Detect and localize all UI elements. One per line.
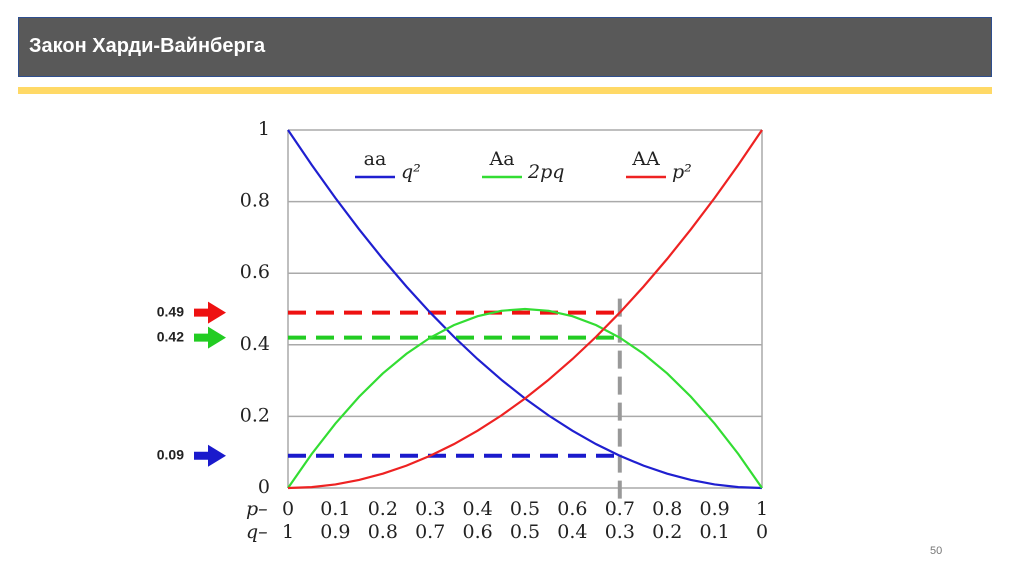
y-tick-label: 0.8	[240, 190, 270, 212]
annotation-label: 0.49	[157, 303, 184, 319]
legend-name: Aa	[488, 148, 514, 170]
accent-stripe	[18, 87, 992, 94]
series-line	[287, 129, 763, 490]
x-axis-label: p–	[246, 498, 268, 520]
x-tick-label: 1	[756, 498, 768, 520]
x-tick-label: 0.1	[320, 498, 350, 520]
x2-tick-label: 0.5	[510, 521, 540, 543]
slide-title: Закон Харди-Вайнберга	[29, 35, 266, 57]
x2-tick-label: 0.2	[652, 521, 682, 543]
x-tick-label: 0.7	[605, 498, 635, 520]
x-tick-label: 0.5	[510, 498, 540, 520]
series-line	[287, 307, 763, 489]
legend-formula: p²	[672, 161, 692, 183]
annotation-arrow	[194, 326, 226, 349]
annotation-label: 0.42	[157, 328, 184, 344]
x2-tick-label: 0	[756, 521, 768, 543]
x-tick-label: 0.3	[415, 498, 445, 520]
x2-tick-label: 0.8	[368, 521, 398, 543]
x2-tick-label: 1	[282, 521, 294, 543]
annotation-arrow	[194, 301, 226, 324]
legend-name: aa	[364, 148, 387, 170]
y-tick-label: 0.2	[240, 404, 270, 426]
y-tick-label: 0.4	[240, 333, 270, 355]
header-bar: Закон Харди-Вайнберга	[18, 17, 992, 77]
x2-axis-label: q–	[246, 521, 268, 543]
annotation-arrow	[194, 444, 226, 467]
x-tick-label: 0.4	[462, 498, 492, 520]
x2-tick-label: 0.3	[605, 521, 635, 543]
x-tick-label: 0.2	[368, 498, 398, 520]
page-number: 50	[930, 545, 943, 557]
x2-tick-label: 0.6	[462, 521, 492, 543]
x2-tick-label: 0.9	[320, 521, 350, 543]
legend-formula: q²	[401, 161, 421, 183]
x2-tick-label: 0.1	[699, 521, 729, 543]
y-tick-label: 0.6	[240, 261, 270, 283]
x2-tick-label: 0.4	[557, 521, 587, 543]
x-tick-label: 0.6	[557, 498, 587, 520]
x-tick-label: 0.8	[652, 498, 682, 520]
legend-formula: 2pq	[527, 161, 564, 183]
legend-name: AA	[631, 148, 660, 170]
x2-tick-label: 0.7	[415, 521, 445, 543]
y-tick-label: 0	[258, 476, 270, 498]
y-tick-label: 1	[258, 118, 270, 140]
annotation-label: 0.09	[157, 446, 184, 462]
x-tick-label: 0	[282, 498, 294, 520]
x-tick-label: 0.9	[699, 498, 729, 520]
